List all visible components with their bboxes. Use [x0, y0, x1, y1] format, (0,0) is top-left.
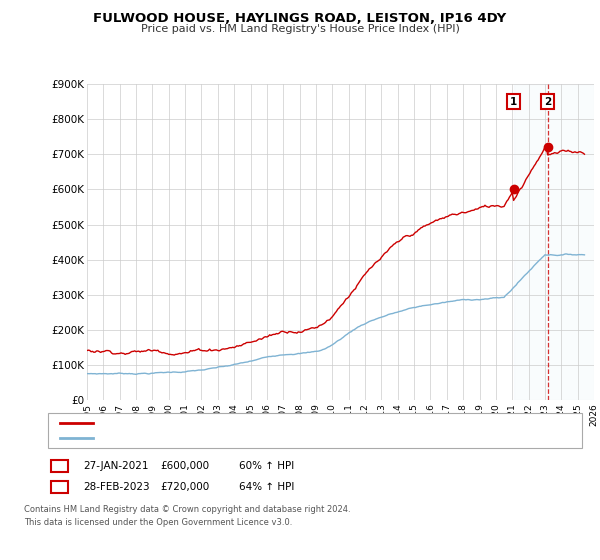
Text: 64% ↑ HPI: 64% ↑ HPI [239, 482, 294, 492]
Text: 27-JAN-2021: 27-JAN-2021 [83, 461, 148, 471]
Text: FULWOOD HOUSE, HAYLINGS ROAD, LEISTON, IP16 4DY: FULWOOD HOUSE, HAYLINGS ROAD, LEISTON, I… [94, 12, 506, 25]
Text: Price paid vs. HM Land Registry's House Price Index (HPI): Price paid vs. HM Land Registry's House … [140, 24, 460, 34]
Text: 28-FEB-2023: 28-FEB-2023 [83, 482, 149, 492]
Text: 60% ↑ HPI: 60% ↑ HPI [239, 461, 294, 471]
Text: 2: 2 [56, 482, 63, 492]
Bar [514, 84, 594, 400]
Text: 2: 2 [544, 96, 551, 106]
Text: Contains HM Land Registry data © Crown copyright and database right 2024.
This d: Contains HM Land Registry data © Crown c… [24, 505, 350, 526]
Text: HPI: Average price, detached house, East Suffolk: HPI: Average price, detached house, East… [99, 433, 337, 443]
Text: £600,000: £600,000 [161, 461, 210, 471]
Text: £720,000: £720,000 [161, 482, 210, 492]
Text: 1: 1 [510, 96, 517, 106]
Text: FULWOOD HOUSE, HAYLINGS ROAD, LEISTON, IP16 4DY (detached house): FULWOOD HOUSE, HAYLINGS ROAD, LEISTON, I… [99, 418, 460, 428]
Text: 1: 1 [56, 461, 63, 471]
